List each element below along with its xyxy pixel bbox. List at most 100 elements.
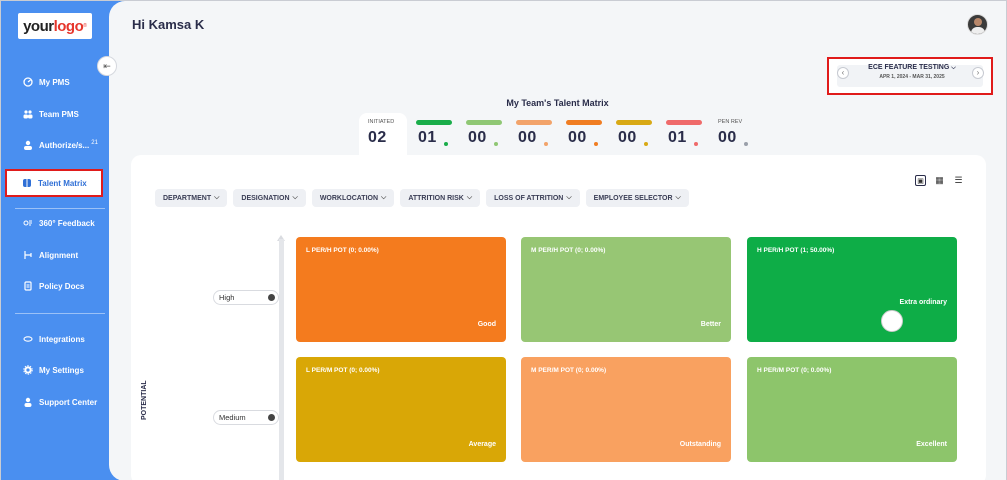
level-label: High [219, 293, 235, 302]
list-icon: ☰ [954, 175, 963, 185]
box-title: H PER/H POT (1; 50.00%) [757, 247, 835, 254]
sidebar-item-my-pms[interactable]: My PMS [23, 77, 70, 87]
logo-registered-mark: ® [83, 23, 87, 29]
matrix-box-mid-perf-high-pot[interactable]: M PER/H POT (0; 0.00%) Better [521, 237, 731, 342]
tiles-icon: ▦ [935, 175, 944, 185]
sidebar: your logo ® My PMS Team PMS Authorize/s...… [1, 1, 119, 480]
sidebar-item-label: Policy Docs [39, 281, 85, 291]
avatar[interactable] [967, 14, 988, 35]
filter-label: LOSS OF ATTRITION [494, 194, 564, 202]
filter-label: WORKLOCATION [319, 194, 379, 202]
sidebar-item-team-pms[interactable]: Team PMS [23, 109, 79, 119]
stage-count: 02 [368, 129, 387, 146]
talent-matrix-card: ▣ ▦ ☰ DEPARTMENT ⌵ DESIGNATION ⌵ WORKLOCAT… [131, 155, 986, 480]
stage-color-bar [466, 120, 502, 125]
box-title: M PER/H POT (0; 0.00%) [531, 247, 606, 254]
sidebar-item-policy-docs[interactable]: Policy Docs [23, 281, 84, 291]
stage-dot [644, 142, 648, 146]
stage-light-green[interactable]: 00 [459, 113, 507, 155]
filter-attrition-risk[interactable]: ATTRITION RISK ⌵ [400, 189, 481, 207]
employee-avatar[interactable] [881, 310, 903, 332]
previous-cycle-button[interactable]: ‹ [837, 67, 849, 79]
avatar-body [971, 27, 985, 34]
matrix-box-high-perf-mid-pot[interactable]: H PER/M POT (0; 0.00%) Excellent [747, 357, 957, 462]
sidebar-item-label: Support Center [39, 397, 98, 407]
support-icon [24, 397, 32, 407]
sidebar-item-label: Alignment [39, 250, 79, 260]
main-panel: Hi Kamsa K ‹ › ECE FEATURE TESTING ⌵ APR… [109, 1, 1006, 480]
filter-department[interactable]: DEPARTMENT ⌵ [155, 189, 228, 207]
box-title: L PER/M POT (0; 0.00%) [306, 367, 380, 374]
sidebar-item-label: Integrations [39, 334, 85, 344]
stage-pending-review[interactable]: PEN REV 00 [709, 113, 757, 155]
sidebar-item-integrations[interactable]: Integrations [23, 334, 85, 344]
stage-color-bar [416, 120, 452, 125]
stage-dot [744, 142, 748, 146]
sidebar-item-my-settings[interactable]: My Settings [23, 365, 84, 375]
stage-peach[interactable]: 00 [509, 113, 557, 155]
box-title: M PER/M POT (0; 0.00%) [531, 367, 607, 374]
stage-label: INITIATED [368, 119, 395, 125]
chevron-down-icon: ⌵ [951, 65, 956, 71]
gauge-icon [23, 77, 33, 87]
cycle-name-dropdown[interactable]: ECE FEATURE TESTING ⌵ [829, 64, 995, 72]
tile-view-button[interactable]: ▦ [934, 175, 945, 186]
toggle-knob [268, 414, 275, 421]
matrix-box-high-perf-high-pot[interactable]: H PER/H POT (1; 50.00%) Extra ordinary [747, 237, 957, 342]
brand-logo[interactable]: your logo ® [18, 13, 92, 39]
cycle-name: ECE FEATURE TESTING [868, 64, 950, 71]
filter-designation[interactable]: DESIGNATION ⌵ [233, 189, 306, 207]
box-label: Extra ordinary [899, 299, 947, 306]
list-view-button[interactable]: ☰ [953, 175, 964, 186]
stage-count: 00 [468, 129, 487, 146]
sidebar-item-authorize[interactable]: Authorize/s... 21 [23, 140, 98, 150]
collapse-arrow-icon: ⇤ [103, 60, 111, 71]
link-icon [23, 336, 33, 342]
collapse-sidebar-button[interactable]: ⇤ [97, 56, 117, 76]
pending-count-badge: 21 [91, 140, 98, 146]
chevron-down-icon: ⌵ [566, 194, 572, 201]
stage-initiated[interactable]: INITIATED 02 [359, 113, 407, 155]
stage-dot [494, 142, 498, 146]
matrix-box-mid-perf-mid-pot[interactable]: M PER/M POT (0; 0.00%) Outstanding [521, 357, 731, 462]
matrix-view-button[interactable]: ▣ [915, 175, 926, 186]
gear-icon [23, 365, 33, 375]
sidebar-item-support-center[interactable]: Support Center [23, 397, 97, 407]
sidebar-item-alignment[interactable]: Alignment [23, 250, 78, 260]
box-label: Outstanding [679, 441, 721, 448]
stage-count: 00 [568, 129, 587, 146]
stage-count: 00 [618, 129, 637, 146]
matrix-box-low-perf-mid-pot[interactable]: L PER/M POT (0; 0.00%) Average [296, 357, 506, 462]
greeting-text: Hi Kamsa K [132, 17, 205, 32]
filter-bar: DEPARTMENT ⌵ DESIGNATION ⌵ WORKLOCATION ⌵ A… [155, 189, 689, 207]
box-label: Better [700, 321, 721, 328]
stage-red[interactable]: 01 [659, 113, 707, 155]
chevron-left-icon: ‹ [841, 68, 845, 77]
filter-employee-selector[interactable]: EMPLOYEE SELECTOR ⌵ [585, 189, 689, 207]
level-toggle-medium[interactable]: Medium [213, 410, 279, 425]
next-cycle-button[interactable]: › [972, 67, 984, 79]
chevron-down-icon: ⌵ [214, 194, 220, 201]
box-label: Good [477, 321, 496, 328]
filter-worklocation[interactable]: WORKLOCATION ⌵ [311, 189, 395, 207]
matrix-box-low-perf-high-pot[interactable]: L PER/H POT (0; 0.00%) Good [296, 237, 506, 342]
box-title: H PER/M POT (0; 0.00%) [757, 367, 832, 374]
stage-green[interactable]: 01 [409, 113, 457, 155]
stage-color-bar [616, 120, 652, 125]
stage-orange[interactable]: 00 [559, 113, 607, 155]
filter-label: DEPARTMENT [163, 194, 212, 202]
sidebar-item-label: My PMS [39, 77, 70, 87]
sidebar-item-label: Authorize/s... [39, 140, 90, 150]
level-toggle-high[interactable]: High [213, 290, 279, 305]
stage-mustard[interactable]: 00 [609, 113, 657, 155]
grid-view-icon: ▣ [917, 177, 924, 185]
filter-loss-of-attrition[interactable]: LOSS OF ATTRITION ⌵ [486, 189, 580, 207]
sidebar-item-talent-matrix[interactable]: Talent Matrix [5, 169, 103, 197]
page-title: My Team's Talent Matrix [506, 98, 609, 108]
sidebar-item-360-feedback[interactable]: 360° Feedback [23, 218, 95, 228]
filter-label: DESIGNATION [241, 194, 290, 202]
stage-count: 01 [668, 129, 687, 146]
stage-dot [694, 142, 698, 146]
team-icon [23, 110, 33, 119]
filter-label: EMPLOYEE SELECTOR [593, 194, 673, 202]
